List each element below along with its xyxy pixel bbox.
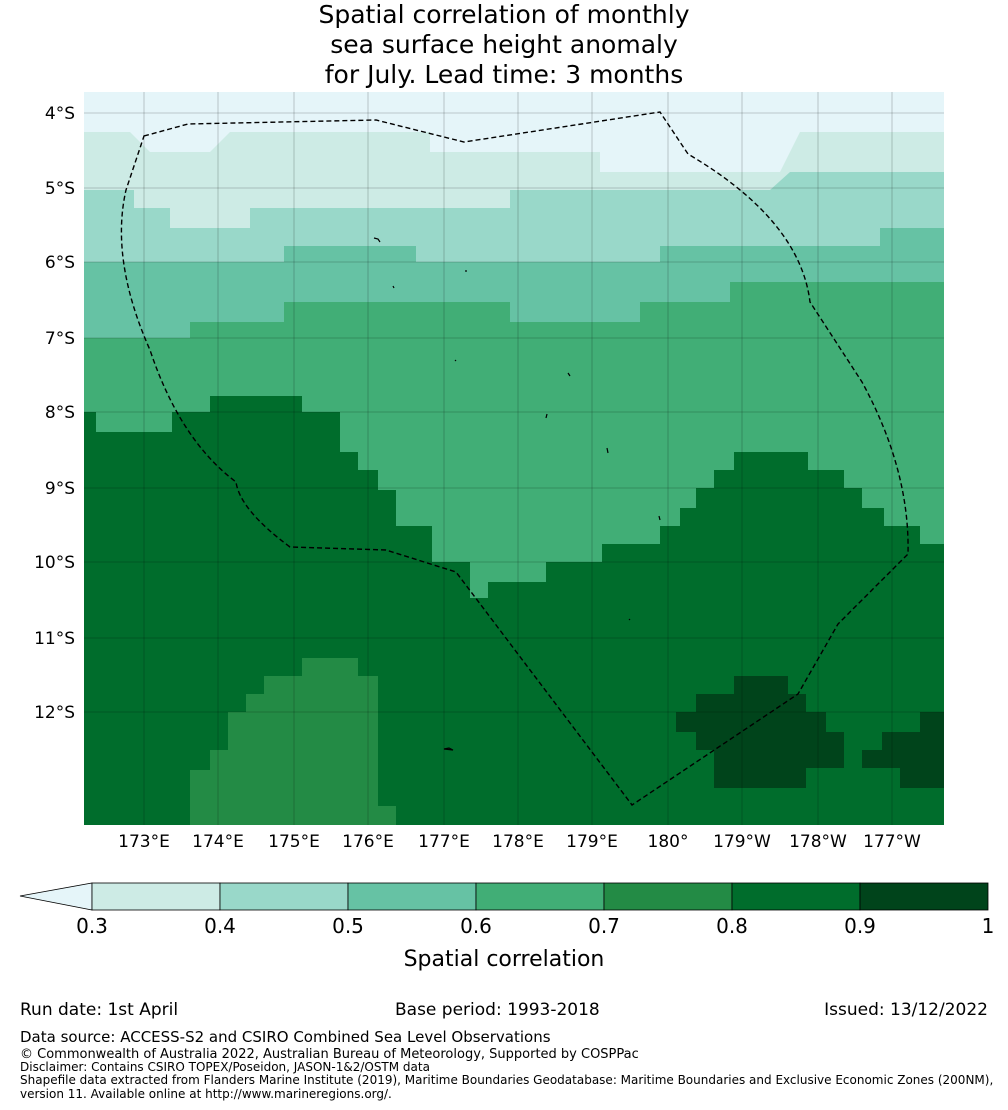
run-date: Run date: 1st April	[20, 1000, 179, 1020]
island	[545, 413, 548, 419]
latitude-labels: 4°S 5°S 6°S 7°S 8°S 9°S 10°S 11°S 12°S	[34, 104, 75, 723]
colorbar-swatch	[731, 882, 861, 911]
base-period: Base period: 1993-2018	[395, 1000, 600, 1020]
colorbar-swatch	[859, 882, 989, 911]
lon-label: 173°E	[118, 832, 170, 852]
colorbar	[19, 882, 989, 911]
field-region	[96, 95, 714, 115]
lon-label: 175°E	[268, 832, 320, 852]
colorbar-swatch	[91, 882, 221, 911]
lat-label: 4°S	[45, 104, 75, 124]
correlation-grid	[84, 92, 944, 825]
lat-label: 7°S	[45, 329, 75, 349]
eez-boundary	[120, 111, 909, 806]
lat-label: 6°S	[45, 253, 75, 273]
lon-label: 174°E	[192, 832, 244, 852]
colorbar-tick-label: 0.9	[844, 914, 876, 938]
lon-label: 179°W	[713, 832, 771, 852]
island	[567, 372, 571, 377]
title-line-2: sea surface height anomaly	[330, 30, 678, 59]
colorbar-extend-arrow	[19, 882, 93, 911]
lon-label: 177°W	[863, 832, 921, 852]
colorbar-tick-label: 1	[982, 914, 995, 938]
colorbar-label: Spatial correlation	[404, 947, 605, 972]
chart-title: Spatial correlation of monthly sea surfa…	[0, 0, 1008, 90]
field-region	[862, 712, 944, 788]
island	[392, 285, 395, 289]
disclaimer: Disclaimer: Contains CSIRO TOPEX/Poseido…	[20, 1060, 430, 1074]
shapefile-credit-1: Shapefile data extracted from Flanders M…	[20, 1073, 994, 1087]
shapefile-credit-2: version 11. Available online at http://w…	[20, 1087, 392, 1101]
data-source: Data source: ACCESS-S2 and CSIRO Combine…	[20, 1028, 551, 1046]
lat-label: 11°S	[34, 629, 75, 649]
colorbar-tick-label: 0.6	[460, 914, 492, 938]
colorbar-tick-label: 0.3	[76, 914, 108, 938]
lon-label: 178°W	[789, 832, 847, 852]
island	[443, 747, 454, 751]
island	[606, 447, 609, 454]
lat-label: 5°S	[45, 179, 75, 199]
longitude-labels: 173°E 174°E 175°E 176°E 177°E 178°E 179°E 180° 1…	[118, 832, 921, 852]
colorbar-swatch	[219, 882, 349, 911]
field-region	[190, 658, 396, 825]
field-region	[676, 676, 844, 788]
island	[373, 237, 381, 243]
colorbar-swatch	[603, 882, 733, 911]
colorbar-tick-label: 0.4	[204, 914, 236, 938]
lon-label: 178°E	[492, 832, 544, 852]
title-line-1: Spatial correlation of monthly	[318, 0, 690, 29]
title-line-3: for July. Lead time: 3 months	[324, 60, 684, 89]
lon-label: 179°E	[566, 832, 618, 852]
lat-label: 12°S	[34, 703, 75, 723]
map-figure: 4°S 5°S 6°S 7°S 8°S 9°S 10°S 11°S 12°S 173°E 174°…	[19, 92, 994, 972]
lon-label: 176°E	[342, 832, 394, 852]
islands	[373, 237, 661, 751]
colorbar-tick-label: 0.7	[588, 914, 620, 938]
colorbar-swatch	[347, 882, 477, 911]
graticule	[84, 92, 944, 825]
copyright: © Commonwealth of Australia 2022, Austra…	[20, 1047, 639, 1062]
colorbar-tick-label: 0.5	[332, 914, 364, 938]
colorbar-ticks: 0.3 0.4 0.5 0.6 0.7 0.8 0.9 1	[76, 914, 994, 938]
lat-label: 10°S	[34, 553, 75, 573]
lat-label: 9°S	[45, 479, 75, 499]
issued-date: Issued: 13/12/2022	[824, 1000, 988, 1020]
island	[658, 515, 661, 521]
island	[454, 359, 457, 362]
lon-label: 177°E	[418, 832, 470, 852]
lon-label: 180°	[648, 832, 689, 852]
island	[628, 618, 631, 621]
colorbar-swatch	[475, 882, 605, 911]
colorbar-tick-label: 0.8	[716, 914, 748, 938]
lat-label: 8°S	[45, 403, 75, 423]
